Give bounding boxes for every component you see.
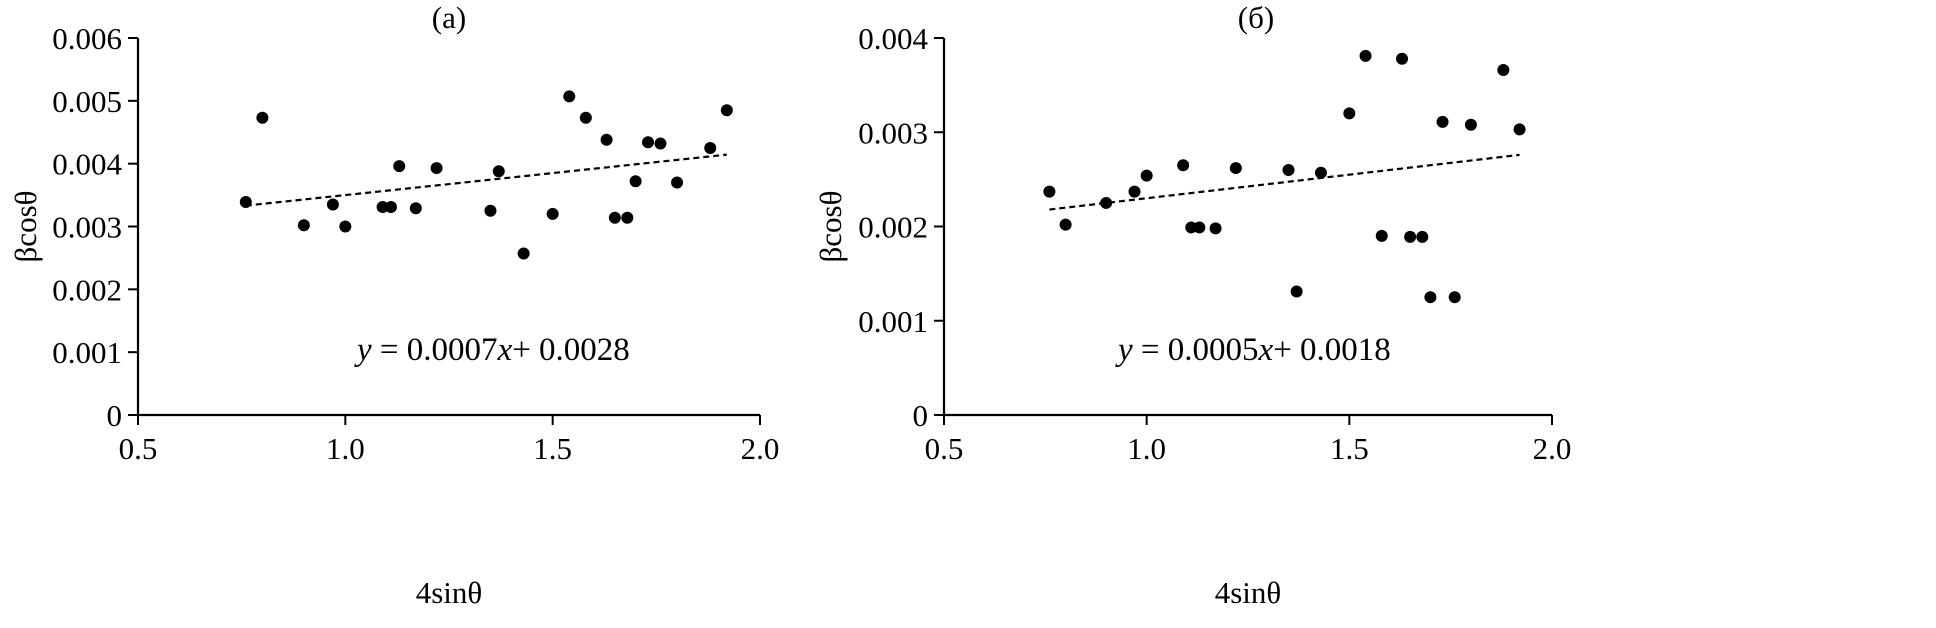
data-point <box>1229 162 1242 175</box>
y-tick-label: 0 <box>107 398 123 433</box>
data-point <box>1209 222 1222 235</box>
panel-2: (б) 0 0.001 0.002 0.003 0.004 0.5 1.0 1.5 2.0 4sin… <box>813 0 1572 610</box>
panel-1: (а) 0 0.001 0.002 0.003 0.004 0.005 0.006 0.5 1.0… <box>8 0 780 610</box>
equation-part: = 0.0007 <box>372 332 498 368</box>
data-point <box>629 175 642 188</box>
equation-part: y <box>354 332 372 368</box>
data-point <box>579 111 592 124</box>
x-tick-label: 0.5 <box>119 431 158 466</box>
data-point <box>1416 230 1429 243</box>
data-point <box>720 104 733 117</box>
data-point <box>1424 291 1437 304</box>
data-point <box>484 204 497 217</box>
data-point <box>654 137 667 150</box>
equation-part: x <box>497 332 513 368</box>
trendline <box>1049 153 1520 211</box>
data-point <box>1375 229 1388 242</box>
y-tick-label: 0.001 <box>858 304 928 339</box>
panel-title: (б) <box>1238 0 1274 35</box>
x-tick-label: 2.0 <box>1533 431 1572 466</box>
equation-part: x <box>1258 332 1274 368</box>
y-tick-label: 0.002 <box>858 210 928 245</box>
data-point <box>1404 230 1417 243</box>
data-point <box>1043 185 1056 198</box>
trendline <box>245 153 727 207</box>
trendline-equation: y = 0.0007x+ 0.0028 <box>354 332 630 368</box>
y-tick-label: 0.003 <box>858 115 928 150</box>
data-point <box>376 201 389 214</box>
panel-title: (а) <box>432 0 466 35</box>
data-point <box>1464 118 1477 131</box>
data-point <box>1513 123 1526 136</box>
data-point <box>326 198 339 211</box>
data-point <box>1359 49 1372 62</box>
data-point <box>642 136 655 149</box>
y-tick-label: 0.006 <box>52 21 122 56</box>
data-point <box>239 195 252 208</box>
y-tick-label: 0.001 <box>52 335 122 370</box>
data-point <box>671 176 684 189</box>
x-axis-title: 4sinθ <box>416 575 483 610</box>
data-point <box>1290 285 1303 298</box>
x-tick-label: 1.0 <box>1127 431 1166 466</box>
data-point <box>517 247 530 260</box>
data-point <box>1282 163 1295 176</box>
data-point <box>430 162 443 175</box>
data-point <box>600 133 613 146</box>
x-tick-label: 1.5 <box>1330 431 1369 466</box>
data-point <box>297 219 310 232</box>
data-point <box>1193 221 1206 234</box>
data-point <box>1343 107 1356 120</box>
y-axis-title: βcosθ <box>813 191 848 263</box>
x-tick-label: 1.0 <box>326 431 365 466</box>
y-axis-title: βcosθ <box>8 191 43 263</box>
data-point <box>1448 291 1461 304</box>
equation-part: + 0.0028 <box>512 332 630 368</box>
data-point <box>409 202 422 215</box>
data-point <box>1059 218 1072 231</box>
y-tick-label: 0.004 <box>858 21 928 56</box>
data-point <box>621 211 634 224</box>
x-tick-label: 1.5 <box>533 431 572 466</box>
data-point <box>1100 196 1113 209</box>
data-point <box>1436 115 1449 128</box>
y-tick-label: 0.003 <box>52 210 122 245</box>
trendline-equation: y = 0.0005x+ 0.0018 <box>1115 332 1391 368</box>
x-axis-title: 4sinθ <box>1215 575 1282 610</box>
data-point <box>1128 185 1141 198</box>
data-point <box>1396 52 1409 65</box>
equation-part: y <box>1115 332 1133 368</box>
data-point <box>704 141 717 154</box>
data-point <box>563 90 576 103</box>
data-point <box>546 207 559 220</box>
data-point <box>339 220 352 233</box>
y-tick-label: 0.005 <box>52 84 122 119</box>
data-point <box>492 165 505 178</box>
y-tick-label: 0 <box>913 398 929 433</box>
data-point <box>1314 166 1327 179</box>
data-point <box>1140 169 1153 182</box>
data-point <box>256 111 269 124</box>
data-point <box>393 160 406 173</box>
data-point <box>1497 64 1510 77</box>
equation-part: + 0.0018 <box>1273 332 1391 368</box>
data-point <box>608 211 621 224</box>
y-tick-label: 0.002 <box>52 272 122 307</box>
x-tick-label: 2.0 <box>741 431 780 466</box>
data-point <box>1177 159 1190 172</box>
data-point <box>384 201 397 214</box>
y-tick-label: 0.004 <box>52 147 122 182</box>
x-tick-label: 0.5 <box>925 431 964 466</box>
equation-part: = 0.0005 <box>1133 332 1259 368</box>
